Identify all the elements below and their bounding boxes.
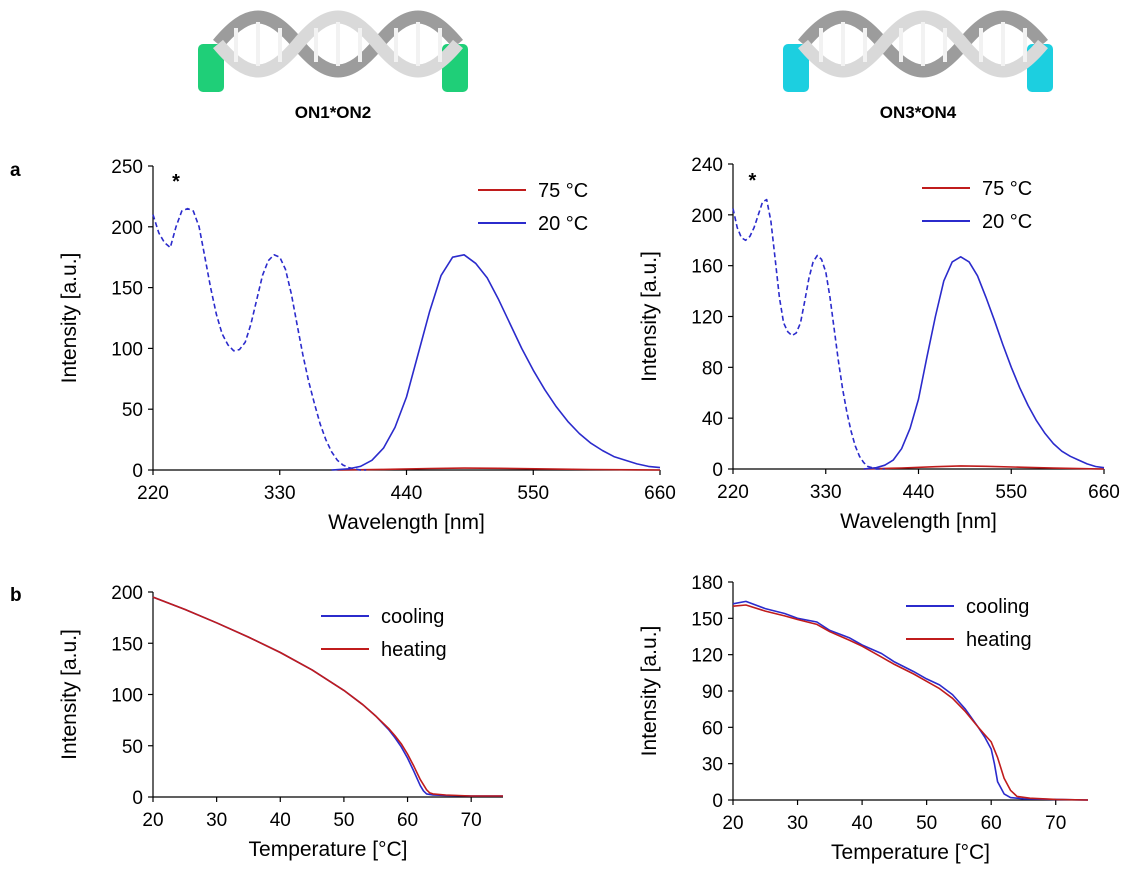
y-axis-label: Intensity [a.u.] [638,626,661,757]
series-line-20-c [331,254,661,471]
duplex-illustration-right: ON3*ON4 [783,10,1053,122]
x-tick-label: 440 [391,483,423,504]
y-tick-label: 100 [111,686,143,707]
x-tick-label: 20 [722,813,743,834]
x-axis-label: Temperature [°C] [249,838,408,861]
legend-entry: 75 °C [538,180,588,202]
x-tick-label: 660 [1088,482,1120,503]
y-tick-label: 60 [702,718,723,739]
x-tick-label: 550 [995,482,1027,503]
x-tick-label: 220 [717,482,749,503]
x-tick-label: 60 [981,813,1002,834]
duplex-label-right: ON3*ON4 [880,103,957,122]
y-tick-label: 40 [702,409,723,430]
x-tick-label: 50 [916,813,937,834]
legend-entry: 20 °C [982,211,1032,233]
x-tick-label: 330 [810,482,842,503]
y-tick-label: 80 [702,358,723,379]
x-axis-label: Wavelength [nm] [328,511,485,534]
y-tick-label: 150 [111,279,143,300]
y-tick-label: 50 [122,737,143,758]
y-tick-label: 0 [712,460,723,481]
y-tick-label: 0 [132,788,143,809]
y-tick-label: 250 [111,157,143,178]
y-tick-label: 120 [691,308,723,329]
legend-entry: 75 °C [982,178,1032,200]
x-tick-label: 50 [333,810,354,831]
legend-entry: heating [381,639,447,661]
annotation-asterisk: * [172,171,180,193]
x-tick-label: 220 [137,483,169,504]
x-tick-label: 40 [270,810,291,831]
x-tick-label: 30 [206,810,227,831]
series-line-heating [152,596,503,797]
y-tick-label: 0 [712,791,723,812]
duplex-label-left: ON1*ON2 [295,103,372,122]
x-tick-label: 70 [461,810,482,831]
x-tick-label: 20 [142,810,163,831]
x-tick-label: 330 [264,483,296,504]
legend-entry: cooling [381,606,444,628]
y-tick-label: 160 [691,257,723,278]
y-tick-label: 120 [691,646,723,667]
x-tick-label: 550 [517,483,549,504]
x-tick-label: 60 [397,810,418,831]
y-axis-label: Intensity [a.u.] [638,251,661,382]
legend-entry: heating [966,629,1032,651]
series-line-excitation-dashed [732,198,885,470]
x-tick-label: 40 [852,813,873,834]
y-tick-label: 200 [111,218,143,239]
y-tick-label: 100 [111,339,143,360]
x-tick-label: 70 [1045,813,1066,834]
duplex-end-cap-left [783,44,809,92]
y-tick-label: 150 [111,634,143,655]
series-line-excitation-dashed [152,207,367,471]
x-axis-label: Wavelength [nm] [840,510,997,533]
y-tick-label: 150 [691,609,723,630]
x-tick-label: 660 [644,483,676,504]
x-tick-label: 440 [903,482,935,503]
chart-b-right: 0 30 60 90 120 150 180 20 30 40 50 60 70 Temperature … [638,573,1089,864]
y-tick-label: 200 [691,206,723,227]
legend-entry: cooling [966,596,1029,618]
x-axis-label: Temperature [°C] [831,841,990,864]
series-line-cooling [152,596,503,797]
series-line-20-c [863,255,1105,470]
y-tick-label: 200 [111,583,143,604]
chart-a-right: 0 40 80 120 160 200 240 220 330 440 550 660 Waveleng… [638,155,1120,533]
annotation-asterisk: * [748,170,756,192]
duplex-end-cap-left [198,44,224,92]
dna-helix-icon [798,10,1048,78]
chart-a-left: 0 50 100 150 200 250 220 330 440 550 660 Wavelength… [58,157,676,534]
y-axis-label: Intensity [a.u.] [58,629,81,760]
y-tick-label: 0 [132,461,143,482]
duplex-illustration-left: ON1*ON2 [198,10,468,122]
series-line-75-c [337,467,661,471]
y-tick-label: 90 [702,682,723,703]
dna-helix-icon [213,10,463,78]
chart-b-left: 0 50 100 150 200 20 30 40 50 60 70 Temperature [°C]… [58,583,503,861]
x-tick-label: 30 [787,813,808,834]
series-line-cooling [732,600,1089,801]
y-tick-label: 50 [122,400,143,421]
legend-entry: 20 °C [538,213,588,235]
y-axis-label: Intensity [a.u.] [58,253,81,384]
series-line-heating [732,604,1089,801]
y-tick-label: 30 [702,755,723,776]
series-line-75-c [863,465,1105,470]
panel-label-a: a [10,160,21,181]
panel-label-b: b [10,585,22,606]
y-tick-label: 240 [691,155,723,176]
y-tick-label: 180 [691,573,723,594]
